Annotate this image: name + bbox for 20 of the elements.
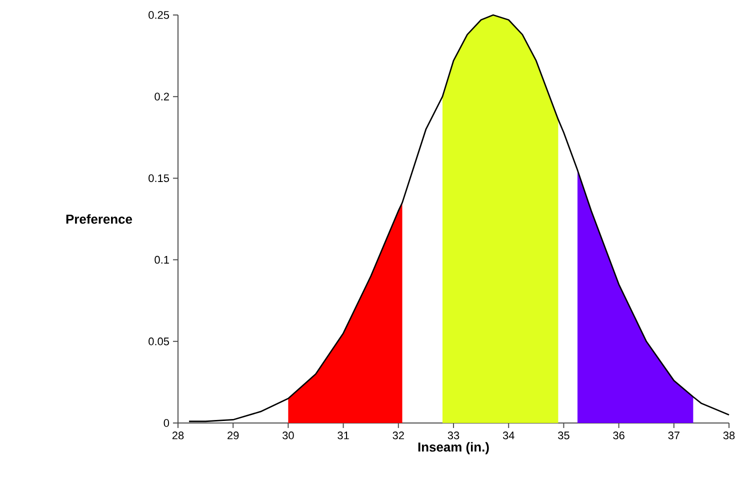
y-tick-label: 0 xyxy=(164,419,170,427)
x-tick-label: 33 xyxy=(448,432,460,440)
x-axis-title: Inseam (in.) xyxy=(418,442,489,454)
y-axis-title: Preference xyxy=(66,214,132,224)
y-tick-label: 0.05 xyxy=(148,338,170,346)
x-tick-label: 29 xyxy=(228,432,239,440)
x-tick-label: 35 xyxy=(558,432,570,440)
x-tick-label: 37 xyxy=(668,432,680,440)
y-tick-label: 0.1 xyxy=(154,256,169,264)
y-tick-label: 0.25 xyxy=(148,11,170,19)
x-tick-label: 36 xyxy=(613,432,624,440)
line-series xyxy=(188,14,730,422)
x-tick-label: 30 xyxy=(282,432,294,440)
x-tick-label: 31 xyxy=(338,432,349,440)
x-tick-label: 32 xyxy=(392,432,404,440)
x-tick-label: 38 xyxy=(723,432,735,440)
x-tick-label: 28 xyxy=(172,432,184,440)
y-tick-label: 0.2 xyxy=(154,92,169,100)
y-tick-label: 0.15 xyxy=(148,174,170,182)
x-tick-label: 34 xyxy=(502,432,514,440)
